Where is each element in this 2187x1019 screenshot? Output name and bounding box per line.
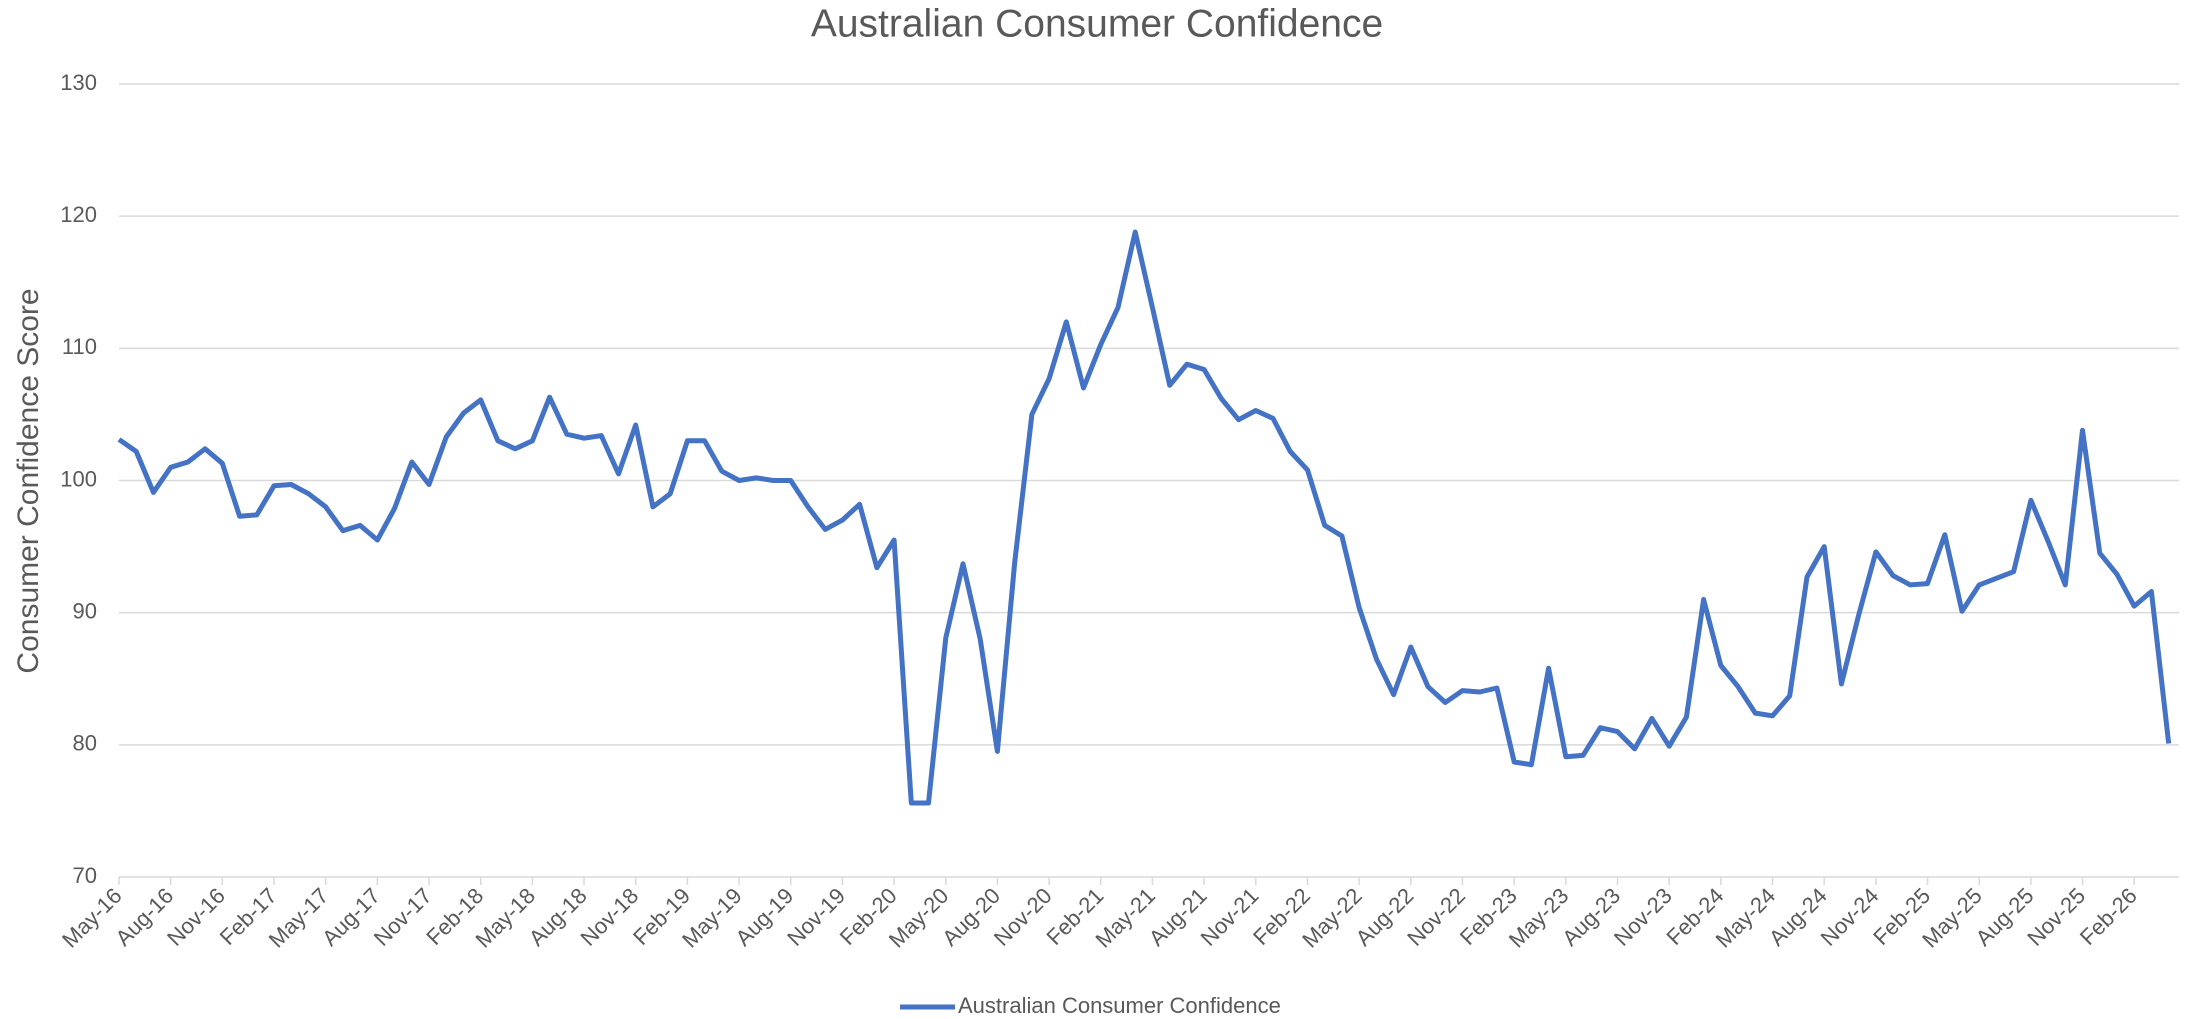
x-tick-label: Aug-24 — [1764, 883, 1832, 951]
x-tick-label: Nov-24 — [1816, 883, 1884, 951]
x-tick-label: Aug-16 — [110, 883, 178, 951]
x-tick-label: Nov-17 — [369, 883, 437, 951]
y-tick-label: 100 — [60, 466, 97, 491]
y-axis-title: Consumer Confidence Score — [12, 288, 45, 673]
x-tick-label: Nov-21 — [1196, 883, 1264, 951]
y-tick-label: 120 — [60, 202, 97, 227]
x-tick-label: Nov-19 — [782, 883, 850, 951]
x-tick-label: Nov-22 — [1402, 883, 1470, 951]
chart-title: Australian Consumer Confidence — [811, 2, 1383, 45]
x-tick-label: Aug-18 — [524, 883, 592, 951]
legend-label: Australian Consumer Confidence — [958, 993, 1281, 1018]
y-tick-label: 130 — [60, 70, 97, 95]
x-tick-label: Nov-16 — [162, 883, 230, 951]
x-tick-label: Feb-26 — [2075, 883, 2142, 950]
x-tick-label: Nov-23 — [1609, 883, 1677, 951]
x-tick-label: Aug-22 — [1351, 883, 1419, 951]
x-tick-label: Aug-19 — [731, 883, 799, 951]
x-tick-label: Aug-25 — [1971, 883, 2039, 951]
y-tick-label: 110 — [62, 334, 97, 359]
x-tick-label: Nov-18 — [576, 883, 644, 951]
x-tick-label: Aug-17 — [317, 883, 385, 951]
y-tick-label: 90 — [73, 598, 97, 623]
x-tick-label: May-16 — [57, 883, 127, 953]
x-tick-label: Nov-25 — [2022, 883, 2090, 951]
x-tick-label: Aug-23 — [1557, 883, 1625, 951]
y-tick-label: 70 — [73, 863, 97, 888]
line-series — [117, 229, 2172, 806]
x-tick-label: Nov-20 — [989, 883, 1057, 951]
x-tick-label: Aug-20 — [937, 883, 1005, 951]
y-tick-label: 80 — [73, 731, 97, 756]
x-tick-label: Aug-21 — [1144, 883, 1212, 951]
